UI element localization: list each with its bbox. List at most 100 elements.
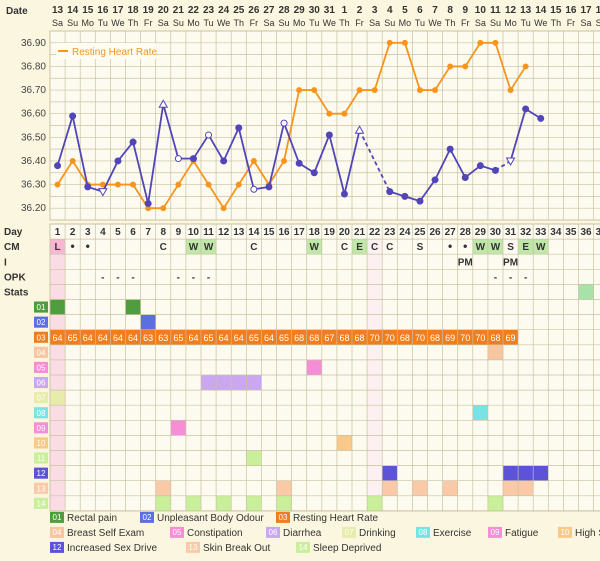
day-number: 32 (520, 227, 532, 238)
temperature-point (522, 105, 530, 113)
date-number: 13 (52, 5, 64, 16)
day-number: 33 (535, 227, 547, 238)
cervical-mucus-cell (472, 239, 488, 255)
temperature-point (461, 173, 469, 181)
resting-heart-rate-value: 64 (113, 333, 123, 343)
symptom-id: 04 (37, 348, 46, 357)
cervical-mucus-cell (518, 239, 534, 255)
symptom-id-badge (34, 407, 48, 419)
cervical-mucus-value: • (71, 239, 75, 253)
symptom-cell (50, 390, 66, 406)
day-number: 1 (55, 227, 61, 238)
date-number: 20 (158, 5, 170, 16)
symptom-cell (50, 299, 66, 315)
cervical-mucus-value: C (250, 242, 257, 253)
weekday-label: Tu (521, 18, 531, 28)
temperature-point (174, 155, 182, 163)
resting-heart-rate-point (432, 87, 439, 94)
legend-id: 09 (491, 528, 500, 537)
resting-heart-rate-point (522, 63, 529, 70)
temperature-point (446, 145, 454, 153)
resting-heart-rate-point (175, 181, 182, 188)
cervical-mucus-value: C (160, 242, 167, 253)
temperature-point (354, 125, 365, 134)
day-number: 25 (414, 227, 426, 238)
cervical-mucus-cell (352, 239, 368, 255)
resting-heart-rate-value: 64 (234, 333, 244, 343)
legend-label: High S (575, 528, 600, 539)
temperature-point (401, 192, 409, 200)
symptom-cell (185, 495, 201, 511)
opk-value: - (131, 272, 134, 283)
day-number: 28 (460, 227, 472, 238)
temperature-point (235, 124, 243, 132)
symptom-id: 03 (37, 333, 46, 342)
resting-heart-rate-point (281, 157, 288, 164)
resting-heart-rate-point (462, 63, 469, 70)
day-number: 14 (248, 227, 260, 238)
day-number: 19 (324, 227, 336, 238)
date-number: 16 (565, 5, 577, 16)
temperature-line-segment (268, 122, 285, 188)
temperature-point (189, 155, 197, 163)
symptom-id: 05 (37, 364, 46, 373)
symptom-cell (518, 480, 534, 496)
legend-id: 10 (561, 528, 570, 537)
weekday-label: Su (490, 18, 501, 28)
date-number: 10 (475, 5, 487, 16)
day-number: 35 (565, 227, 577, 238)
resting-heart-rate-point (114, 181, 121, 188)
weekday-label: Su (67, 18, 78, 28)
temperature-line-segment (419, 179, 436, 202)
weekday-label: Sa (158, 18, 169, 28)
date-number: 4 (387, 5, 393, 16)
temperature-line-segment (56, 115, 74, 166)
temperature-line-segment (117, 141, 134, 162)
weekday-label: Mo (187, 18, 200, 28)
temperature-line-segment (132, 141, 150, 204)
symptom-id-badge (34, 361, 48, 373)
cervical-mucus-cell (533, 239, 549, 255)
resting-heart-rate-value: 68 (400, 333, 410, 343)
day-number: 34 (550, 227, 562, 238)
weekday-label: Su (173, 18, 184, 28)
date-number: 14 (67, 5, 79, 16)
symptom-cell (382, 480, 398, 496)
resting-heart-rate-value: 67 (324, 333, 334, 343)
temperature-point (144, 199, 152, 207)
resting-heart-rate-value: 64 (264, 333, 274, 343)
opk-value: - (509, 272, 512, 283)
symptom-cell (216, 375, 232, 391)
resting-heart-rate-point (145, 205, 152, 212)
legend-swatch (296, 541, 310, 553)
temperature-point (416, 197, 424, 205)
legend-id: 12 (53, 543, 62, 552)
resting-heart-rate-point (416, 87, 423, 94)
symptom-id-badge (34, 301, 48, 313)
cervical-mucus-value: W (491, 242, 501, 253)
symptom-id-badge (34, 392, 48, 404)
legend-swatch (50, 526, 64, 538)
legend-id: 02 (143, 513, 152, 522)
day-number: 18 (309, 227, 321, 238)
day-number: 26 (429, 227, 441, 238)
date-number: 8 (447, 5, 453, 16)
resting-heart-rate-point (477, 39, 484, 46)
date-number: 22 (188, 5, 200, 16)
resting-heart-rate-point (235, 181, 242, 188)
symptom-cell (487, 344, 503, 360)
temperature-point (97, 188, 108, 197)
cervical-mucus-value: W (476, 242, 486, 253)
row-label: Stats (4, 288, 29, 299)
temperature-line-segment (283, 122, 300, 164)
temperature-point (250, 185, 258, 193)
temperature-point (69, 112, 77, 120)
date-number: 13 (520, 5, 532, 16)
legend-swatch (488, 526, 502, 538)
weekday-label: Th (445, 18, 456, 28)
symptom-id: 06 (37, 379, 46, 388)
legend-swatch (266, 526, 280, 538)
legend-id: 14 (299, 543, 308, 552)
resting-heart-rate-value: 68 (294, 333, 304, 343)
symptom-id-badge (34, 331, 48, 343)
